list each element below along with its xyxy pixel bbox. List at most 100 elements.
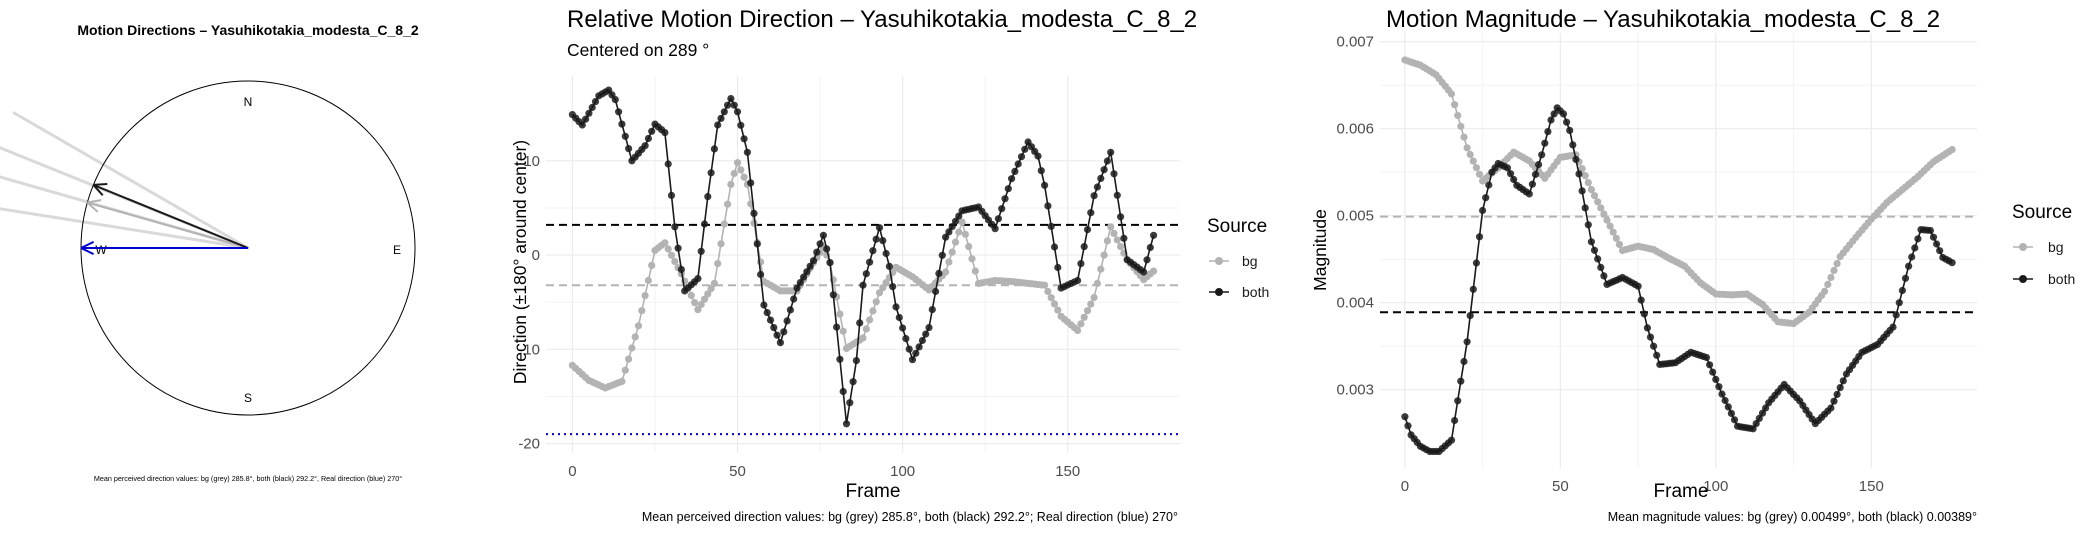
data-point-both	[908, 356, 917, 364]
data-point-both	[889, 283, 897, 291]
data-point-both	[1507, 170, 1515, 178]
data-point-bg	[1090, 293, 1098, 302]
data-point-both	[839, 387, 847, 396]
data-point-bg	[1107, 223, 1115, 231]
direction-grid	[546, 76, 1180, 453]
data-point-both	[928, 306, 936, 314]
data-point-both	[862, 270, 870, 278]
data-point-both	[641, 142, 649, 150]
data-point-both	[1544, 128, 1552, 136]
data-point-both	[875, 224, 884, 232]
data-point-both	[1050, 243, 1059, 251]
data-point-both	[1727, 409, 1735, 417]
data-point-both	[1097, 174, 1105, 182]
data-point-both	[664, 160, 672, 168]
direction-series	[568, 86, 1158, 428]
data-point-both	[932, 287, 940, 296]
data-point-both	[1090, 192, 1098, 200]
data-point-bg	[733, 159, 742, 167]
data-point-bg	[1578, 165, 1586, 173]
data-point-both	[1472, 259, 1480, 267]
data-point-both	[625, 145, 633, 153]
data-point-both	[1895, 299, 1903, 307]
mean-arrow-bg	[87, 201, 249, 249]
data-point-both	[1908, 253, 1916, 261]
data-point-both	[1466, 312, 1474, 320]
data-point-both	[648, 127, 656, 135]
data-point-bg	[1113, 236, 1121, 244]
data-point-both	[1528, 180, 1536, 188]
data-point-both	[1755, 414, 1763, 422]
data-point-both	[951, 217, 960, 225]
data-point-both	[591, 98, 600, 106]
series-both	[1401, 104, 1956, 456]
data-point-both	[737, 121, 745, 129]
data-point-both	[879, 237, 887, 245]
magnitude-chart: Motion Magnitude – Yasuhikotakia_modesta…	[1310, 6, 2075, 524]
data-point-bg	[1457, 122, 1465, 130]
data-point-bg	[945, 258, 953, 266]
data-point-bg	[879, 284, 887, 292]
data-point-bg	[737, 166, 745, 174]
y-tick-label: 0	[532, 247, 540, 264]
data-point-both	[859, 281, 867, 289]
x-tick-label: 0	[568, 463, 576, 480]
data-point-both	[720, 108, 728, 116]
legend-label-both: both	[2048, 271, 2075, 287]
sample-direction-arrow	[0, 207, 250, 250]
data-point-both	[1587, 238, 1595, 246]
data-point-both	[1482, 194, 1490, 202]
data-point-bg	[1117, 243, 1125, 251]
data-point-bg	[961, 230, 969, 238]
data-point-bg	[1827, 273, 1835, 282]
data-point-both	[806, 262, 814, 270]
data-point-both	[866, 258, 874, 266]
data-point-both	[1637, 296, 1645, 304]
data-point-both	[1044, 202, 1052, 210]
data-point-both	[1706, 361, 1714, 369]
data-point-bg	[971, 267, 979, 275]
compass-title: Motion Directions – Yasuhikotakia_modest…	[77, 22, 419, 38]
data-point-bg	[697, 300, 705, 309]
data-point-both	[1140, 268, 1148, 276]
data-point-bg	[1463, 144, 1471, 152]
magnitude-caption: Mean magnitude values: bg (grey) 0.00499…	[1608, 510, 1977, 524]
data-point-both	[1914, 235, 1922, 243]
data-point-bg	[1597, 204, 1605, 212]
data-point-bg	[644, 276, 652, 285]
data-point-both	[1581, 204, 1589, 212]
direction-tick-labels: 0 50 100 150 -20 -10 0 10	[518, 153, 1080, 480]
data-point-both	[885, 262, 893, 270]
data-point-both	[697, 247, 705, 255]
direction-legend-title: Source	[1207, 216, 1267, 237]
data-point-both	[750, 209, 758, 217]
data-point-bg	[707, 285, 715, 293]
data-point-both	[1948, 259, 1956, 267]
data-point-both	[710, 145, 718, 153]
data-point-both	[1653, 351, 1661, 359]
legend-label-bg: bg	[2048, 239, 2064, 255]
data-point-both	[585, 109, 593, 117]
data-point-bg	[714, 260, 722, 268]
data-point-bg	[1054, 306, 1062, 314]
data-point-both	[1762, 404, 1770, 412]
data-point-bg	[1584, 179, 1592, 187]
data-point-bg	[1041, 281, 1049, 289]
data-point-both	[588, 103, 596, 112]
compass-sample-arrows	[0, 111, 250, 250]
x-tick-label: 50	[1552, 478, 1569, 495]
data-point-both	[945, 228, 953, 236]
data-point-bg	[955, 228, 963, 236]
data-point-both	[1011, 167, 1019, 175]
data-point-both	[833, 323, 841, 331]
legend-marker-both	[1215, 288, 1223, 296]
magnitude-y-label: Magnitude	[1310, 209, 1330, 291]
data-point-both	[757, 270, 765, 279]
data-point-both	[1004, 185, 1012, 193]
data-point-both	[1646, 333, 1655, 341]
data-point-both	[1730, 416, 1739, 424]
data-point-bg	[694, 306, 702, 314]
data-point-both	[1401, 413, 1409, 421]
data-point-bg	[1077, 320, 1085, 328]
data-point-both	[991, 225, 999, 233]
